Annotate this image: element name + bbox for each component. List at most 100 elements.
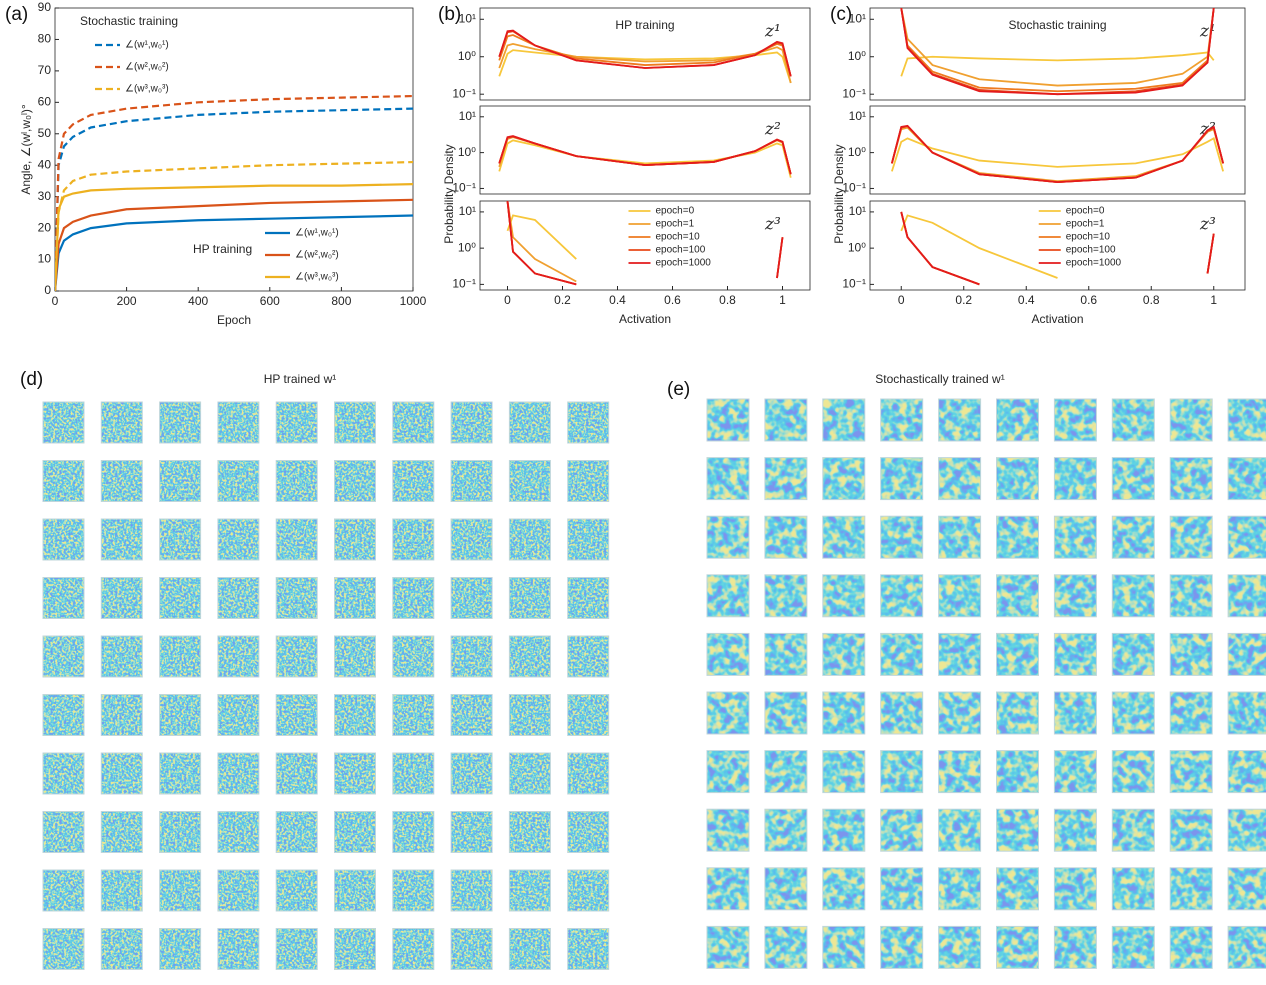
weight-image — [939, 633, 981, 675]
legend-label: epoch=1 — [656, 219, 695, 230]
weight-image — [43, 402, 84, 443]
series-line — [508, 201, 783, 284]
weight-image — [160, 929, 201, 970]
weight-image — [101, 695, 142, 736]
weight-image — [568, 695, 609, 736]
weight-image — [160, 812, 201, 853]
weight-image — [939, 575, 981, 617]
y-tick-label: 90 — [38, 0, 52, 14]
legend-label: epoch=1000 — [656, 258, 712, 269]
weight-image — [509, 636, 550, 677]
weight-image — [823, 399, 865, 441]
weight-image — [218, 929, 259, 970]
weight-image — [939, 868, 981, 910]
weight-image — [939, 926, 981, 968]
weight-image — [276, 636, 317, 677]
weight-image — [1228, 751, 1266, 793]
legend-label: ∠(w³,w₀³) — [295, 272, 339, 283]
series-line — [901, 212, 1214, 284]
weight-image — [160, 402, 201, 443]
weight-image — [509, 578, 550, 619]
weight-image — [568, 578, 609, 619]
weight-image — [765, 575, 807, 617]
subplot-annotation: z² — [764, 120, 781, 140]
weight-image — [939, 458, 981, 500]
x-tick-label: 0.2 — [554, 293, 571, 307]
weight-image — [218, 753, 259, 794]
weight-image — [160, 753, 201, 794]
x-axis-label: Activation — [1031, 312, 1083, 326]
weight-image — [43, 753, 84, 794]
weight-image — [393, 402, 434, 443]
weight-image — [568, 461, 609, 502]
weight-image — [1170, 692, 1212, 734]
weight-image — [1170, 399, 1212, 441]
weight-image — [43, 695, 84, 736]
y-tick-label: 10⁻¹ — [842, 277, 866, 291]
weight-image — [823, 575, 865, 617]
axes-frame — [480, 201, 810, 290]
axes-frame — [870, 201, 1245, 290]
legend-label: epoch=0 — [1066, 206, 1105, 217]
weight-image — [393, 461, 434, 502]
y-tick-label: 10¹ — [459, 204, 476, 218]
weight-image — [509, 753, 550, 794]
weight-image — [451, 870, 492, 911]
series-line — [499, 137, 791, 175]
series-line — [892, 128, 1223, 182]
weight-image — [393, 812, 434, 853]
weight-image — [393, 929, 434, 970]
weight-image — [160, 636, 201, 677]
series-line — [892, 126, 1223, 182]
weight-image — [43, 929, 84, 970]
x-tick-label: 400 — [188, 294, 208, 308]
weight-image — [276, 870, 317, 911]
weight-image — [218, 519, 259, 560]
weight-image — [509, 519, 550, 560]
weight-image — [568, 753, 609, 794]
weight-image — [823, 868, 865, 910]
series-line — [508, 215, 577, 259]
series-line — [508, 201, 783, 284]
x-tick-label: 1 — [779, 293, 786, 307]
weight-image — [393, 519, 434, 560]
y-tick-label: 80 — [38, 32, 52, 46]
weight-image — [1228, 575, 1266, 617]
y-tick-label: 10⁻¹ — [452, 86, 476, 100]
weight-image — [393, 870, 434, 911]
weight-image — [101, 870, 142, 911]
subplot-annotation: z³ — [1199, 215, 1216, 235]
weight-image — [43, 519, 84, 560]
weight-image — [765, 633, 807, 675]
y-tick-label: 10⁰ — [458, 145, 476, 159]
x-tick-label: 0.2 — [955, 293, 972, 307]
weight-image — [276, 519, 317, 560]
weight-image — [451, 519, 492, 560]
grid-title: Stochastically trained w¹ — [875, 372, 1004, 386]
weight-image — [393, 578, 434, 619]
weight-image — [218, 870, 259, 911]
weight-image — [765, 692, 807, 734]
weight-image — [1170, 926, 1212, 968]
weight-image — [43, 812, 84, 853]
weight-image — [451, 695, 492, 736]
series-line — [892, 126, 1223, 182]
weight-image — [823, 633, 865, 675]
weight-image — [1112, 575, 1154, 617]
y-tick-label: 10⁻¹ — [842, 86, 866, 100]
weight-image — [276, 695, 317, 736]
weight-image — [451, 461, 492, 502]
x-tick-label: 0 — [52, 294, 59, 308]
weight-image — [451, 636, 492, 677]
weight-image — [823, 692, 865, 734]
weight-image — [1054, 516, 1096, 558]
series-line — [499, 137, 791, 174]
weight-image — [1054, 809, 1096, 851]
weight-image — [509, 461, 550, 502]
subplot-annotation: z¹ — [764, 22, 781, 42]
legend-label: ∠(w²,w₀²) — [125, 62, 169, 73]
weight-image — [335, 636, 376, 677]
weight-image — [1228, 809, 1266, 851]
weight-image — [1112, 399, 1154, 441]
weight-image — [765, 458, 807, 500]
